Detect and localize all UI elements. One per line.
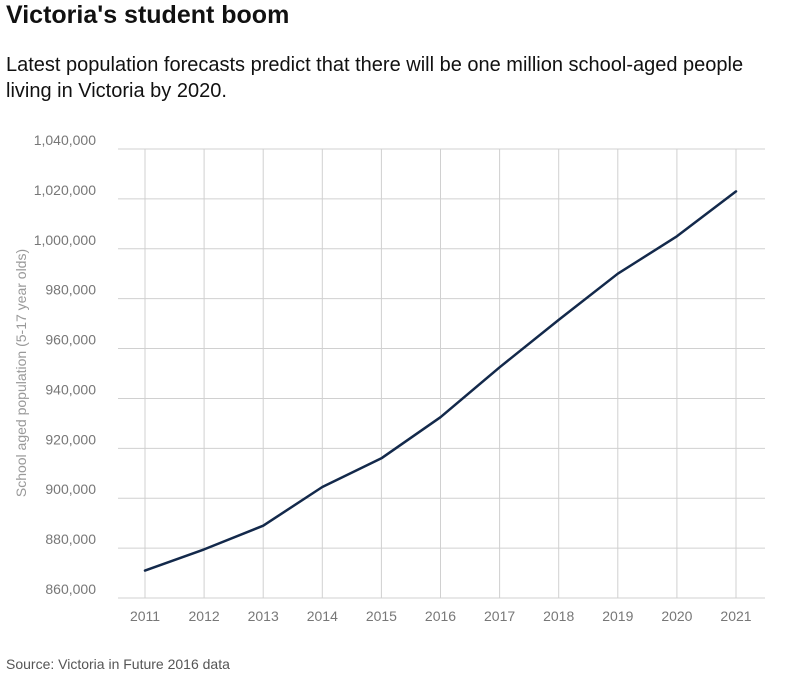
x-tick-label: 2019 — [602, 608, 633, 624]
series-line — [143, 190, 738, 572]
y-tick-label: 1,000,000 — [34, 232, 96, 248]
y-axis-ticks: 860,000 880,000 900,000 920,000 940,000 960,0… — [34, 132, 97, 597]
x-tick-label: 2014 — [307, 608, 338, 624]
source-note: Source: Victoria in Future 2016 data — [6, 656, 230, 672]
x-axis-ticks: 2011 2012 2013 2014 2015 2016 2017 2018 2019 2020… — [130, 608, 752, 624]
y-tick-label: 920,000 — [45, 431, 96, 447]
x-tick-label: 2011 — [130, 608, 160, 624]
y-tick-label: 860,000 — [45, 581, 96, 597]
y-tick-label: 940,000 — [45, 381, 96, 397]
chart-title: Victoria's student boom — [6, 1, 290, 29]
y-tick-label: 1,020,000 — [34, 182, 96, 198]
x-tick-label: 2013 — [248, 608, 279, 624]
y-axis-label: School aged population (5-17 year olds) — [13, 249, 29, 497]
x-tick-label: 2020 — [661, 608, 692, 624]
y-tick-label: 980,000 — [45, 282, 96, 298]
y-tick-label: 1,040,000 — [34, 132, 96, 148]
y-tick-label: 900,000 — [45, 481, 96, 497]
series-group — [143, 190, 738, 572]
x-tick-label: 2016 — [425, 608, 456, 624]
x-tick-label: 2021 — [720, 608, 751, 624]
chart-subtitle: Latest population forecasts predict that… — [6, 54, 744, 102]
y-tick-label: 880,000 — [45, 531, 96, 547]
x-tick-label: 2017 — [484, 608, 515, 624]
x-tick-label: 2018 — [543, 608, 574, 624]
x-tick-label: 2012 — [189, 608, 220, 624]
x-tick-label: 2015 — [366, 608, 397, 624]
grid-lines — [118, 148, 765, 599]
y-tick-label: 960,000 — [45, 332, 96, 348]
